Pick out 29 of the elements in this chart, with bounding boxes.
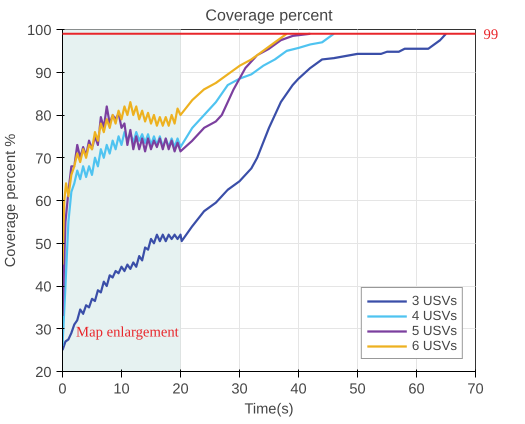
band-label: Map enlargement (76, 324, 179, 341)
line-series (62, 32, 312, 318)
x-tick-label: 50 (349, 382, 366, 398)
x-axis-title: Time(s) (244, 402, 294, 418)
legend-label: 5 USVs (412, 323, 457, 338)
y-tick-label: 90 (35, 66, 52, 82)
y-tick-label: 100 (27, 23, 52, 39)
y-tick-label: 60 (35, 194, 52, 210)
line-series (62, 32, 288, 266)
x-tick-label: 10 (113, 382, 130, 398)
x-tick-label: 30 (231, 382, 248, 398)
legend-label: 3 USVs (412, 293, 457, 308)
x-tick-label: 60 (408, 382, 425, 398)
chart-title: Coverage percent (205, 8, 334, 24)
ref-line-label: 99 (484, 26, 498, 43)
y-tick-label: 20 (35, 365, 52, 381)
y-tick-label: 70 (35, 151, 52, 168)
legend-label: 6 USVs (412, 338, 457, 353)
legend-label: 4 USVs (412, 308, 457, 323)
y-tick-label: 80 (35, 108, 52, 124)
x-tick-label: 40 (290, 382, 307, 398)
x-tick-label: 70 (467, 382, 484, 398)
x-tick-label: 20 (172, 382, 189, 398)
y-tick-label: 30 (35, 322, 52, 338)
y-tick-label: 50 (35, 236, 52, 253)
x-tick-label: 0 (58, 382, 67, 398)
y-axis-title: Coverage percent % (3, 134, 20, 268)
line-series (62, 32, 335, 347)
y-tick-label: 40 (35, 280, 52, 296)
